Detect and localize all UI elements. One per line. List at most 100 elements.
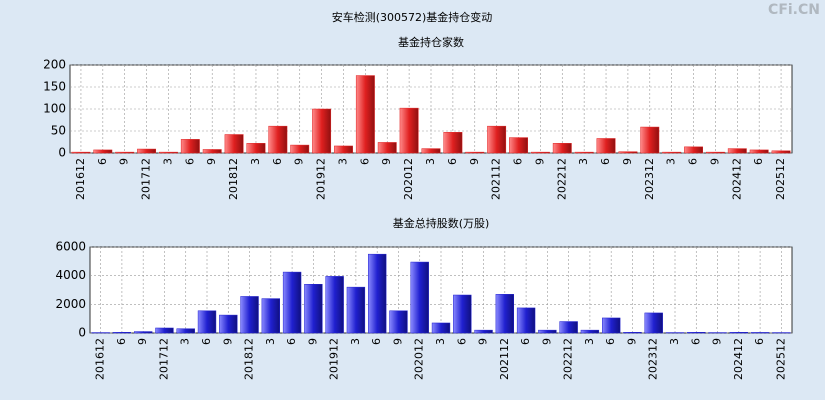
- x-tick-label: 3: [179, 338, 192, 345]
- x-tick-label: 202212: [555, 158, 568, 200]
- bar: [618, 151, 638, 154]
- x-tick-label: 201912: [315, 158, 328, 200]
- y-tick-label: 0: [58, 146, 66, 160]
- bar: [453, 294, 472, 334]
- x-tick-label: 9: [306, 338, 319, 345]
- x-tick-label: 9: [136, 338, 149, 345]
- y-tick-label: 6000: [55, 240, 86, 254]
- x-tick-label: 202312: [643, 158, 656, 200]
- x-tick-label: 6: [183, 158, 196, 165]
- bar: [662, 151, 682, 154]
- x-tick-label: 3: [424, 158, 437, 165]
- bar: [410, 261, 429, 334]
- x-tick-label: 6: [753, 338, 766, 345]
- page-title: 安车检测(300572)基金持仓变动: [332, 10, 493, 24]
- x-tick-label: 9: [293, 158, 306, 165]
- bar: [516, 307, 536, 334]
- bar: [312, 108, 332, 154]
- x-tick-label: 202012: [402, 158, 415, 200]
- x-tick-label: 6: [599, 158, 612, 165]
- x-tick-label: 9: [711, 338, 724, 345]
- x-tick-label: 201612: [94, 338, 107, 380]
- bar: [389, 310, 408, 334]
- x-tick-label: 6: [115, 338, 128, 345]
- bar: [202, 149, 222, 154]
- y-tick-label: 100: [43, 102, 66, 116]
- bar: [750, 332, 770, 334]
- x-tick-label: 202312: [647, 338, 660, 380]
- bar: [474, 329, 493, 334]
- bar: [282, 271, 302, 334]
- x-tick-label: 6: [200, 338, 213, 345]
- bar: [155, 327, 174, 334]
- bar: [115, 151, 135, 154]
- bar: [377, 142, 397, 154]
- x-tick-label: 3: [336, 158, 349, 165]
- chart-title: 基金持仓家数: [398, 35, 464, 49]
- bar: [268, 125, 288, 154]
- bar: [176, 328, 195, 334]
- x-tick-label: 3: [434, 338, 447, 345]
- bar: [133, 331, 153, 334]
- bar: [367, 253, 387, 334]
- x-tick-label: 202412: [730, 158, 743, 200]
- bar: [355, 75, 375, 154]
- x-tick-label: 202212: [562, 338, 575, 380]
- bar: [219, 314, 238, 334]
- x-tick-label: 9: [477, 338, 490, 345]
- bar: [421, 148, 441, 154]
- x-tick-label: 6: [752, 158, 765, 165]
- x-tick-label: 201712: [140, 158, 153, 200]
- bar: [93, 149, 113, 154]
- x-tick-label: 3: [264, 338, 277, 345]
- x-tick-label: 6: [285, 338, 298, 345]
- x-tick-label: 202412: [732, 338, 745, 380]
- x-tick-label: 9: [540, 338, 553, 345]
- bar: [623, 332, 642, 334]
- x-tick-label: 201912: [328, 338, 341, 380]
- bar: [197, 310, 217, 334]
- bar: [443, 132, 463, 154]
- bar: [771, 150, 791, 154]
- x-tick-label: 9: [118, 158, 131, 165]
- x-tick-label: 9: [221, 338, 234, 345]
- bar: [240, 296, 259, 334]
- x-tick-label: 202112: [490, 158, 503, 200]
- bar: [530, 151, 550, 154]
- bar: [729, 332, 749, 334]
- bar: [325, 276, 344, 334]
- bar: [261, 298, 281, 334]
- bar: [137, 148, 157, 154]
- x-tick-label: 9: [468, 158, 481, 165]
- x-tick-label: 3: [668, 338, 681, 345]
- bar: [246, 143, 266, 154]
- x-tick-label: 6: [687, 158, 700, 165]
- bar: [399, 107, 419, 154]
- bar: [509, 137, 528, 154]
- bar: [334, 145, 353, 154]
- x-tick-label: 3: [249, 158, 262, 165]
- x-tick-label: 9: [380, 158, 393, 165]
- x-tick-label: 3: [349, 338, 362, 345]
- x-tick-label: 201712: [157, 338, 170, 380]
- x-tick-label: 3: [665, 158, 678, 165]
- bar: [112, 332, 132, 334]
- bar: [159, 151, 178, 154]
- bar: [684, 146, 703, 154]
- x-tick-label: 3: [577, 158, 590, 165]
- x-tick-label: 9: [621, 158, 634, 165]
- y-tick-label: 200: [43, 58, 66, 72]
- bar: [495, 294, 515, 334]
- bar: [304, 284, 323, 334]
- x-tick-label: 3: [583, 338, 596, 345]
- bar: [596, 138, 616, 154]
- y-tick-label: 0: [78, 326, 86, 340]
- bar: [580, 329, 600, 334]
- x-tick-label: 6: [604, 338, 617, 345]
- x-tick-label: 6: [271, 158, 284, 165]
- x-tick-label: 6: [370, 338, 383, 345]
- x-tick-label: 6: [519, 338, 532, 345]
- bar: [538, 329, 557, 334]
- bar: [487, 125, 507, 154]
